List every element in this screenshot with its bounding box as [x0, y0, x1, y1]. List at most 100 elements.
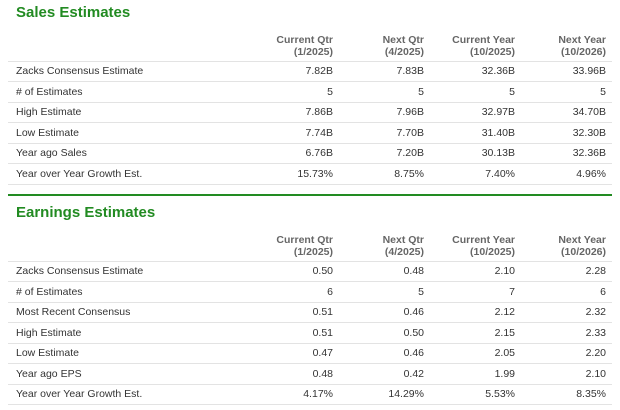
row-value: 31.40B	[430, 122, 521, 143]
header-line2: (4/2025)	[384, 45, 424, 58]
header-line2: (4/2025)	[384, 245, 424, 258]
table-row: # of Estimates 6 5 7 6	[8, 281, 612, 302]
row-value: 2.33	[521, 322, 612, 343]
header-line1: Next Qtr	[382, 233, 424, 246]
row-label: Year over Year Growth Est.	[8, 163, 248, 185]
row-value: 30.13B	[430, 142, 521, 164]
header-next-year: Next Year (10/2026)	[521, 232, 612, 261]
row-value: 5	[248, 81, 339, 102]
header-line1: Current Year	[452, 33, 515, 46]
row-value: 2.28	[521, 260, 612, 282]
row-label: Most Recent Consensus	[8, 301, 248, 323]
header-line2: (10/2026)	[561, 45, 606, 58]
row-value: 0.51	[248, 301, 339, 323]
header-current-qtr: Current Qtr (1/2025)	[248, 232, 339, 261]
row-value: 5	[430, 81, 521, 102]
header-line2: (10/2026)	[561, 245, 606, 258]
row-value: 32.36B	[430, 60, 521, 82]
header-line2: (10/2025)	[470, 45, 515, 58]
row-value: 5	[339, 281, 430, 302]
row-value: 7.96B	[339, 101, 430, 123]
row-value: 4.17%	[248, 383, 339, 405]
row-label: # of Estimates	[8, 281, 248, 302]
row-value: 0.48	[339, 260, 430, 282]
row-value: 32.97B	[430, 101, 521, 123]
table-header-row: Current Qtr (1/2025) Next Qtr (4/2025) Cur…	[8, 232, 612, 261]
row-value: 7.82B	[248, 60, 339, 82]
row-value: 7.70B	[339, 122, 430, 143]
header-blank	[8, 32, 248, 61]
table-row: Year over Year Growth Est. 4.17% 14.29% 5.5…	[8, 383, 612, 405]
earnings-table-body: Zacks Consensus Estimate 0.50 0.48 2.10 2.28…	[8, 260, 612, 405]
table-row: Year ago EPS 0.48 0.42 1.99 2.10	[8, 363, 612, 384]
row-value: 0.50	[248, 260, 339, 282]
row-value: 1.99	[430, 363, 521, 384]
row-value: 2.15	[430, 322, 521, 343]
row-value: 0.46	[339, 342, 430, 364]
row-value: 0.42	[339, 363, 430, 384]
header-line1: Next Year	[558, 33, 606, 46]
header-line1: Next Year	[558, 233, 606, 246]
row-value: 7.40%	[430, 163, 521, 185]
header-line1: Current Qtr	[276, 233, 333, 246]
sales-estimates-section: Sales Estimates Current Qtr (1/2025) Next…	[8, 2, 612, 185]
table-row: Most Recent Consensus 0.51 0.46 2.12 2.32	[8, 301, 612, 323]
header-current-year: Current Year (10/2025)	[430, 232, 521, 261]
row-label: Low Estimate	[8, 342, 248, 364]
row-value: 2.12	[430, 301, 521, 323]
header-line1: Next Qtr	[382, 33, 424, 46]
row-value: 32.30B	[521, 122, 612, 143]
row-value: 15.73%	[248, 163, 339, 185]
table-row: High Estimate 7.86B 7.96B 32.97B 34.70B	[8, 101, 612, 123]
row-value: 5	[521, 81, 612, 102]
row-label: Zacks Consensus Estimate	[8, 60, 248, 82]
row-value: 6.76B	[248, 142, 339, 164]
header-next-year: Next Year (10/2026)	[521, 32, 612, 61]
header-line2: (1/2025)	[293, 45, 333, 58]
header-line1: Current Qtr	[276, 33, 333, 46]
table-row: Low Estimate 0.47 0.46 2.05 2.20	[8, 342, 612, 364]
earnings-estimates-table: Current Qtr (1/2025) Next Qtr (4/2025) Cur…	[8, 232, 612, 405]
row-label: Year over Year Growth Est.	[8, 383, 248, 405]
row-label: Year ago Sales	[8, 142, 248, 164]
header-current-year: Current Year (10/2025)	[430, 32, 521, 61]
header-line2: (1/2025)	[293, 245, 333, 258]
sales-estimates-table: Current Qtr (1/2025) Next Qtr (4/2025) Cur…	[8, 32, 612, 185]
row-value: 7.20B	[339, 142, 430, 164]
table-header-row: Current Qtr (1/2025) Next Qtr (4/2025) Cur…	[8, 32, 612, 61]
row-label: # of Estimates	[8, 81, 248, 102]
sales-table-body: Zacks Consensus Estimate 7.82B 7.83B 32.36B…	[8, 60, 612, 185]
header-line1: Current Year	[452, 233, 515, 246]
row-value: 0.48	[248, 363, 339, 384]
table-row: Year over Year Growth Est. 15.73% 8.75% 7.4…	[8, 163, 612, 185]
table-row: # of Estimates 5 5 5 5	[8, 81, 612, 102]
row-value: 7	[430, 281, 521, 302]
row-value: 6	[521, 281, 612, 302]
row-value: 0.46	[339, 301, 430, 323]
row-label: Zacks Consensus Estimate	[8, 260, 248, 282]
row-value: 34.70B	[521, 101, 612, 123]
row-value: 2.10	[521, 363, 612, 384]
header-next-qtr: Next Qtr (4/2025)	[339, 232, 430, 261]
header-next-qtr: Next Qtr (4/2025)	[339, 32, 430, 61]
row-value: 14.29%	[339, 383, 430, 405]
row-value: 2.20	[521, 342, 612, 364]
table-row: Low Estimate 7.74B 7.70B 31.40B 32.30B	[8, 122, 612, 143]
earnings-estimates-title: Earnings Estimates	[16, 204, 156, 221]
row-value: 7.83B	[339, 60, 430, 82]
row-label: Year ago EPS	[8, 363, 248, 384]
row-value: 8.35%	[521, 383, 612, 405]
row-value: 2.32	[521, 301, 612, 323]
row-value: 8.75%	[339, 163, 430, 185]
row-value: 7.86B	[248, 101, 339, 123]
row-value: 5	[339, 81, 430, 102]
sales-estimates-title: Sales Estimates	[16, 4, 131, 21]
row-value: 0.50	[339, 322, 430, 343]
row-value: 32.36B	[521, 142, 612, 164]
row-value: 5.53%	[430, 383, 521, 405]
table-row: Zacks Consensus Estimate 7.82B 7.83B 32.36B…	[8, 60, 612, 82]
row-value: 0.51	[248, 322, 339, 343]
row-value: 2.10	[430, 260, 521, 282]
table-row: High Estimate 0.51 0.50 2.15 2.33	[8, 322, 612, 343]
header-blank	[8, 232, 248, 261]
